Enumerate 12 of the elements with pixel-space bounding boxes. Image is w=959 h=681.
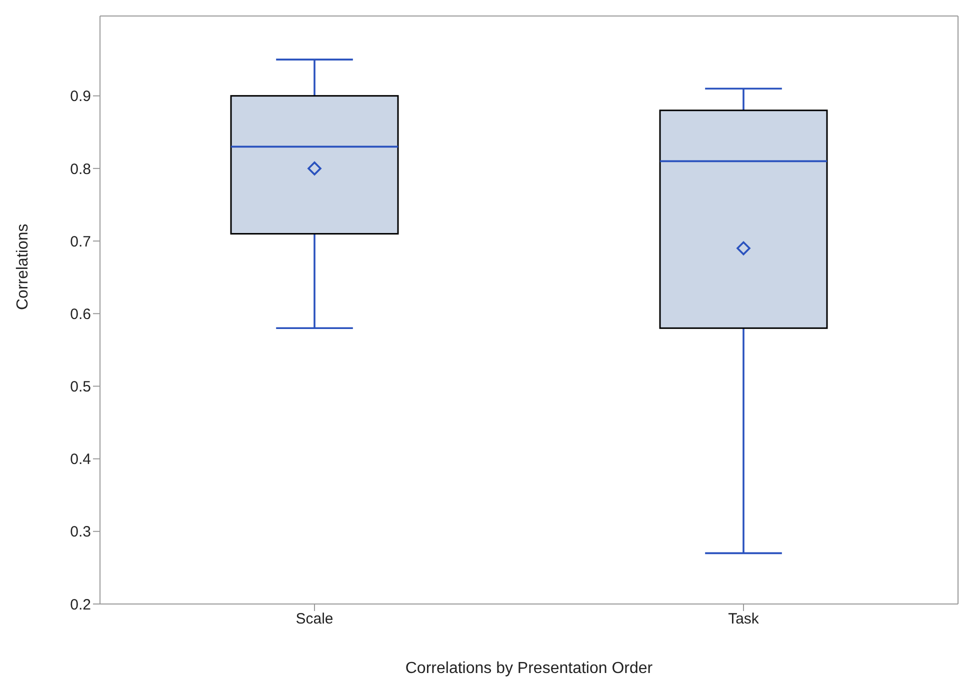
y-tick-label: 0.7 bbox=[70, 233, 91, 250]
y-tick-label: 0.6 bbox=[70, 306, 91, 323]
y-tick-label: 0.8 bbox=[70, 160, 91, 178]
x-tick-label: Task bbox=[728, 610, 760, 628]
x-axis-title: Correlations by Presentation Order bbox=[405, 660, 654, 677]
y-tick-label: 0.2 bbox=[70, 596, 91, 614]
x-tick-label: Scale bbox=[296, 610, 334, 628]
y-axis-title: Correlations bbox=[14, 224, 32, 310]
y-tick-label: 0.5 bbox=[70, 378, 91, 396]
y-tick-label: 0.9 bbox=[70, 88, 91, 106]
y-tick-label: 0.3 bbox=[70, 524, 91, 541]
y-tick-label: 0.4 bbox=[70, 451, 91, 468]
